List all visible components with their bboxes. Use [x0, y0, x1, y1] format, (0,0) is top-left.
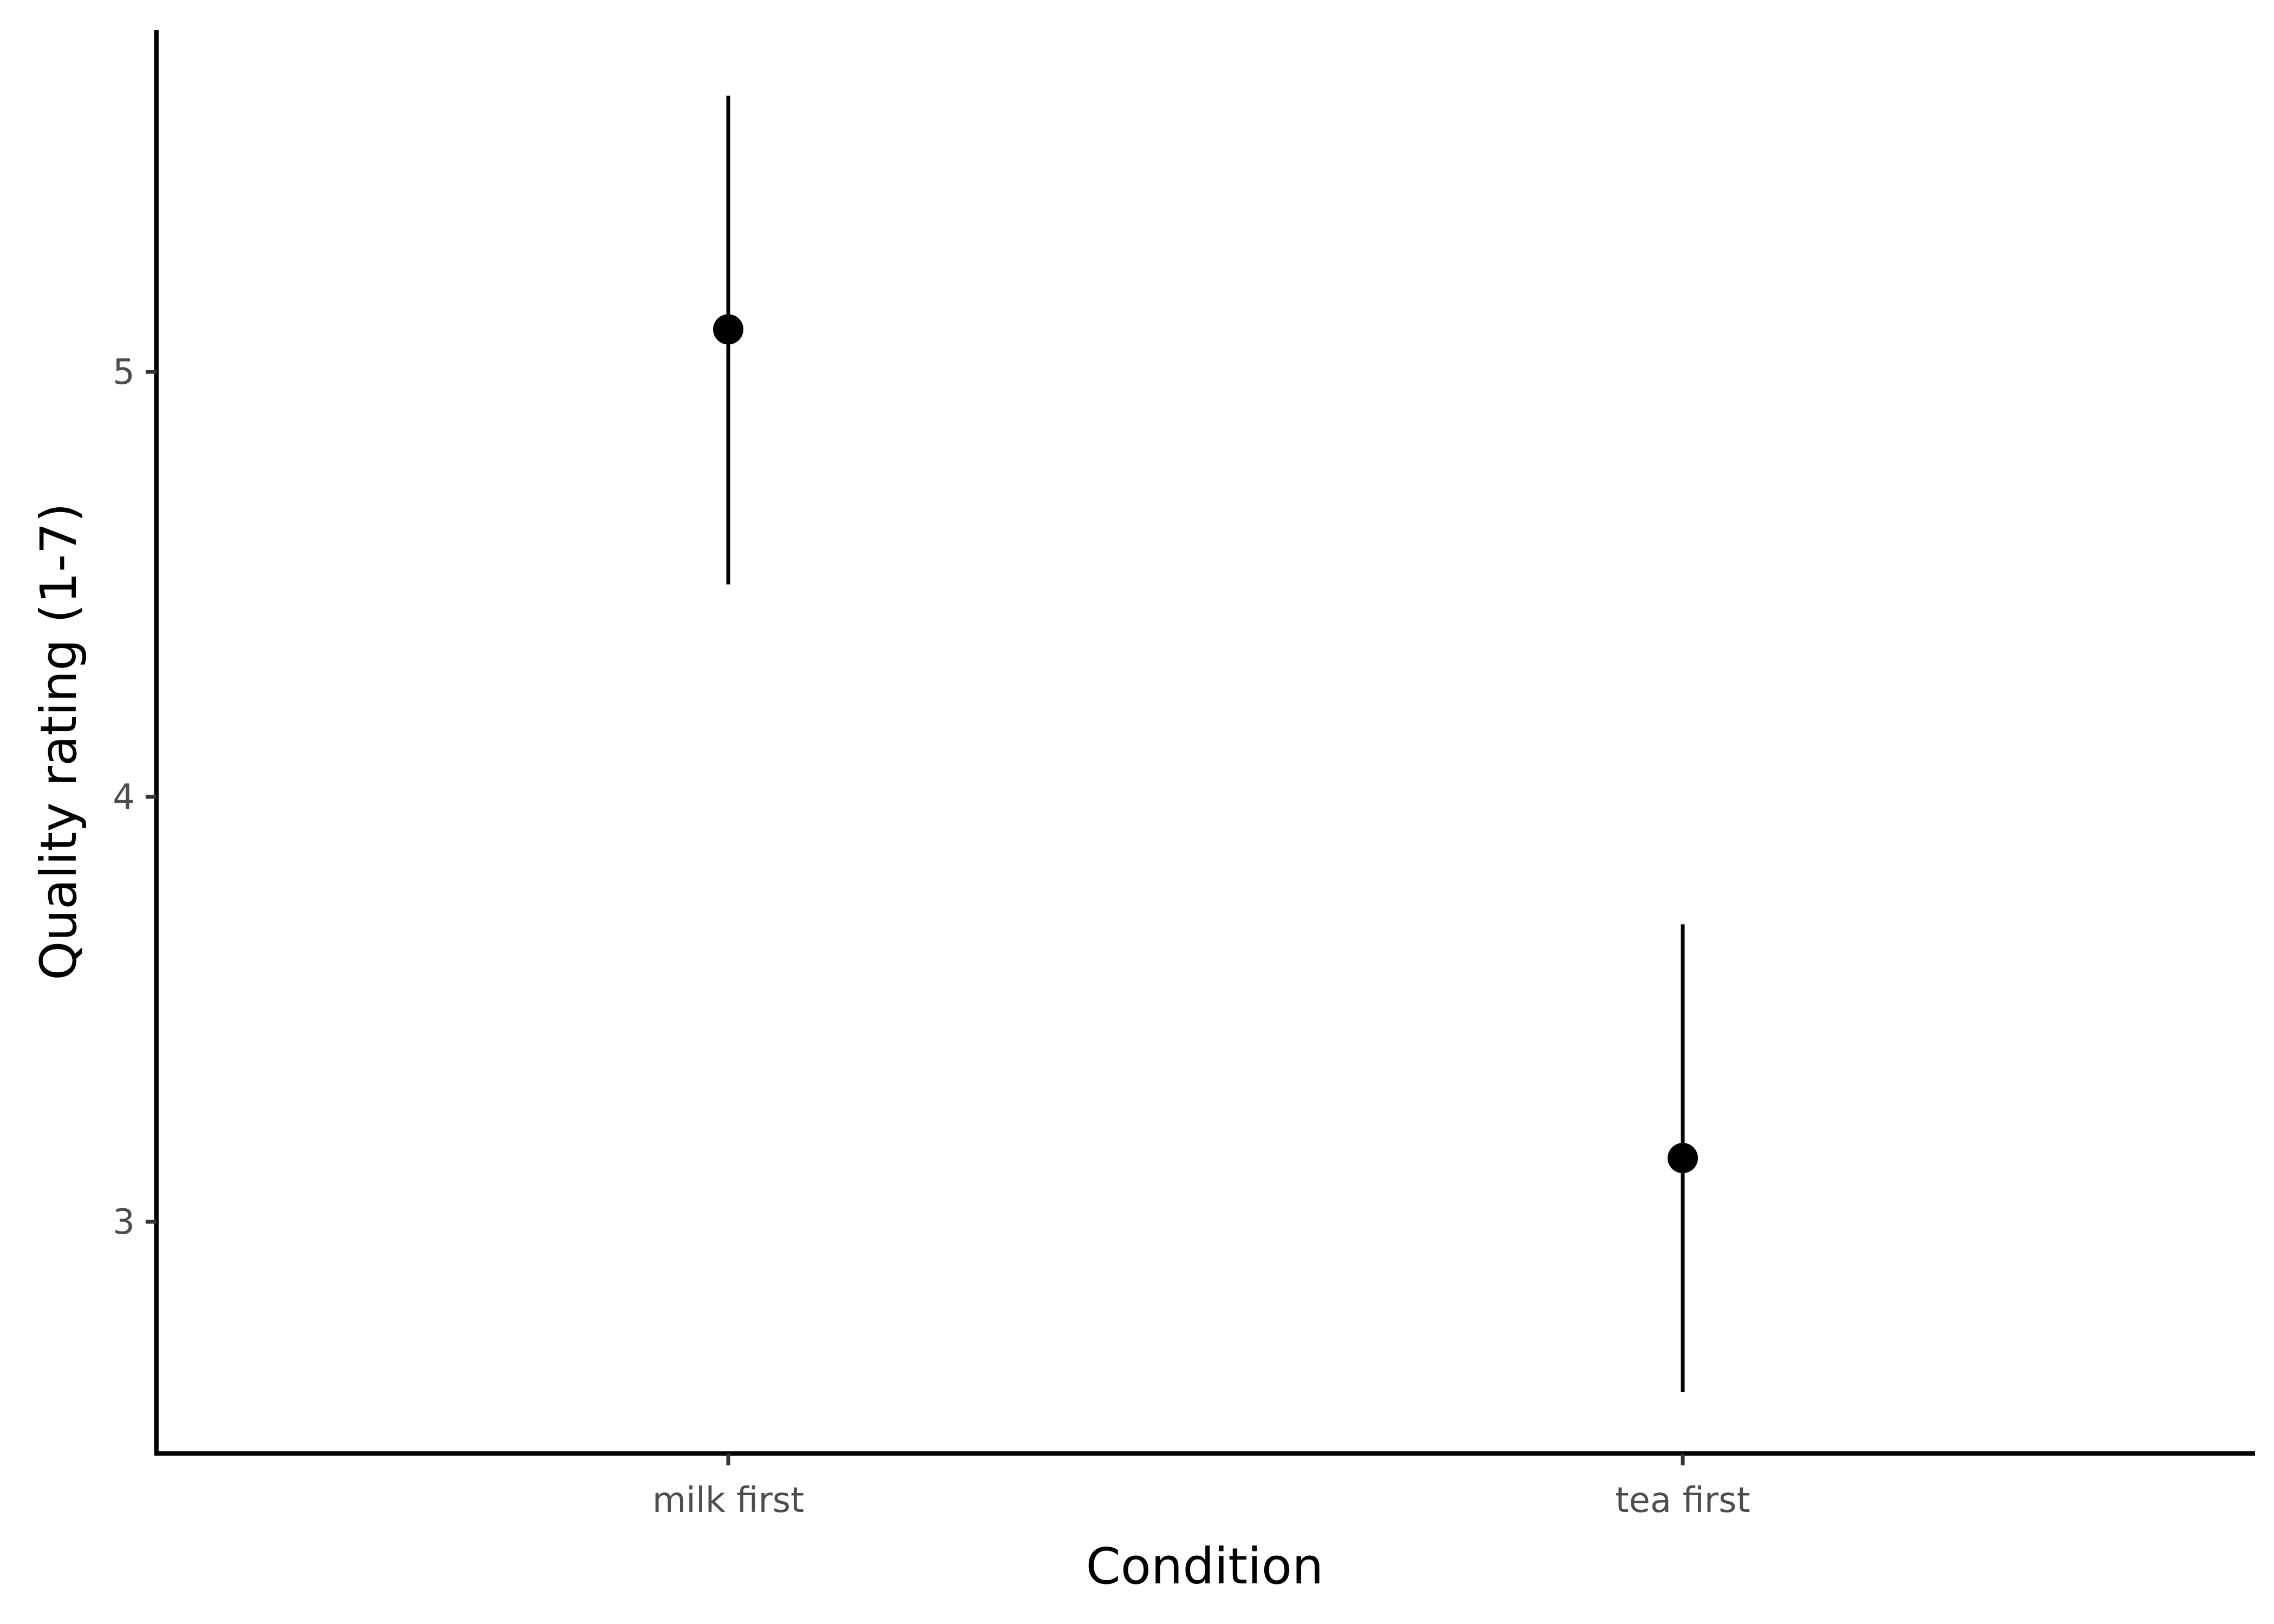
data-point — [713, 314, 743, 345]
y-axis-title: Quality rating (1-7) — [30, 503, 88, 980]
x-axis-ticks: milk first tea first — [652, 1453, 1750, 1521]
x-tick-label: tea first — [1615, 1481, 1750, 1521]
y-axis-ticks: 3 4 5 — [113, 352, 156, 1242]
y-tick-label: 5 — [113, 352, 135, 392]
plot-area — [713, 95, 1698, 1392]
x-tick-label: milk first — [652, 1481, 804, 1521]
y-tick-label: 3 — [113, 1202, 135, 1242]
x-axis-title: Condition — [1086, 1537, 1323, 1595]
y-tick-label: 4 — [113, 777, 135, 817]
data-point — [1668, 1143, 1698, 1174]
